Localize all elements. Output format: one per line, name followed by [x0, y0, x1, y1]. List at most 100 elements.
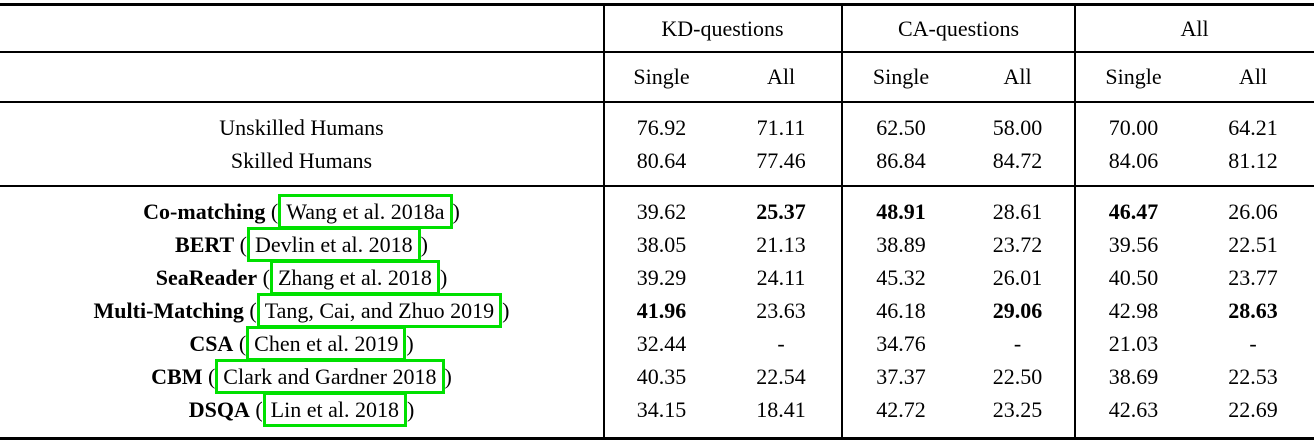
sub-header-kd-single: Single: [633, 64, 690, 89]
column-group-header-ca: CA-questions: [898, 15, 1019, 41]
score-cell: 40.35: [636, 363, 687, 389]
score-cell: -: [1249, 330, 1257, 356]
vertical-separator-ca: [841, 6, 843, 437]
score-cell: 48.91: [876, 198, 926, 224]
score-cell: -: [777, 330, 785, 356]
model-row-label: DSQA (Lin et al. 2018): [0, 391, 603, 427]
model-name: Multi-Matching: [93, 297, 244, 323]
open-paren: (: [233, 330, 247, 356]
close-paren: ): [406, 396, 415, 422]
close-paren: ): [444, 363, 452, 389]
score-cell: 34.15: [636, 396, 687, 422]
model-name: SeaReader: [155, 264, 258, 290]
score-cell: 76.92: [636, 114, 687, 140]
model-name: DSQA: [188, 396, 250, 422]
citation-link[interactable]: Tang, Cai, and Zhuo 2019: [256, 292, 503, 328]
model-row-label: CBM (Clark and Gardner 2018): [0, 358, 603, 394]
citation-link[interactable]: Lin et al. 2018: [262, 391, 407, 427]
score-cell: 32.44: [636, 330, 687, 356]
close-paren: ): [406, 330, 414, 356]
top-rule: [0, 3, 1314, 6]
close-paren: ): [502, 297, 510, 323]
open-paren: (: [202, 363, 216, 389]
score-cell: 40.50: [1108, 264, 1159, 290]
citation-link[interactable]: Chen et al. 2019: [246, 325, 407, 361]
model-row-label: SeaReader (Zhang et al. 2018): [0, 259, 603, 295]
citation-link[interactable]: Wang et al. 2018a: [278, 193, 453, 229]
score-cell: 38.89: [876, 231, 926, 257]
vertical-separator-kd: [603, 6, 605, 437]
score-cell: 37.37: [876, 363, 926, 389]
score-cell: 84.06: [1108, 147, 1159, 173]
corner-spacer: [0, 6, 603, 51]
group-header-rule: [0, 51, 1314, 53]
citation-link[interactable]: Devlin et al. 2018: [247, 226, 421, 262]
sub-header-ca-single: Single: [872, 64, 930, 89]
score-cell: 34.76: [876, 330, 926, 356]
humans-section: Unskilled Humans 76.92 71.11 62.50 58.00…: [0, 103, 1314, 193]
sub-header-ca-all: All: [1003, 64, 1032, 89]
close-paren: ): [439, 264, 448, 290]
score-cell: 86.84: [876, 147, 926, 173]
score-cell: -: [1013, 330, 1022, 356]
sub-header-all-all: All: [1238, 64, 1268, 89]
model-row-label: CSA (Chen et al. 2019): [0, 325, 603, 361]
model-row-label: Co-matching (Wang et al. 2018a): [0, 193, 603, 229]
score-cell: 81.12: [1228, 147, 1278, 173]
score-cell: 22.50: [992, 363, 1043, 389]
score-cell: 58.00: [992, 114, 1043, 140]
score-cell: 64.21: [1228, 114, 1278, 140]
score-cell: 26.01: [992, 264, 1043, 290]
subheader-rule: [0, 101, 1314, 103]
score-cell: 80.64: [636, 147, 687, 173]
score-cell: 38.69: [1108, 363, 1159, 389]
column-group-header-kd: KD-questions: [661, 15, 784, 41]
score-cell: 46.47: [1108, 198, 1159, 224]
score-cell: 77.46: [756, 147, 806, 173]
sub-header-kd-all: All: [766, 64, 796, 89]
models-section: Co-matching (Wang et al. 2018a) 39.62 25…: [0, 187, 1314, 445]
score-cell: 25.37: [756, 198, 806, 224]
score-cell: 18.41: [756, 396, 806, 422]
score-cell: 84.72: [992, 147, 1043, 173]
score-cell: 39.29: [636, 264, 687, 290]
score-cell: 71.11: [756, 114, 806, 140]
close-paren: ): [452, 198, 460, 224]
open-paren: (: [265, 198, 279, 224]
subheader-row: Single All Single All Single All: [0, 53, 1314, 101]
model-name: Co-matching: [143, 198, 266, 224]
model-name: BERT: [175, 231, 235, 257]
score-cell: 22.69: [1228, 396, 1278, 422]
open-paren: (: [243, 297, 257, 323]
score-cell: 28.63: [1228, 297, 1278, 323]
open-paren: (: [249, 396, 263, 422]
score-cell: 29.06: [992, 297, 1043, 323]
score-cell: 23.25: [992, 396, 1043, 422]
row-label-unskilled-humans: Unskilled Humans: [219, 114, 384, 140]
score-cell: 23.63: [756, 297, 806, 323]
humans-section-rule: [0, 185, 1314, 187]
score-cell: 26.06: [1228, 198, 1278, 224]
score-cell: 22.54: [756, 363, 806, 389]
model-row-label: BERT (Devlin et al. 2018): [0, 226, 603, 262]
score-cell: 22.51: [1228, 231, 1278, 257]
score-cell: 23.77: [1228, 264, 1278, 290]
score-cell: 42.63: [1108, 396, 1159, 422]
score-cell: 21.13: [756, 231, 806, 257]
score-cell: 45.32: [876, 264, 926, 290]
citation-link[interactable]: Zhang et al. 2018: [269, 259, 440, 295]
score-cell: 24.11: [756, 264, 806, 290]
score-cell: 23.72: [992, 231, 1043, 257]
corner-spacer: [0, 53, 603, 101]
model-name: CSA: [189, 330, 234, 356]
vertical-separator-all: [1074, 6, 1076, 437]
score-cell: 39.62: [636, 198, 687, 224]
citation-link[interactable]: Clark and Gardner 2018: [215, 358, 445, 394]
model-name: CBM: [151, 363, 203, 389]
model-row-label: Multi-Matching (Tang, Cai, and Zhuo 2019…: [0, 292, 603, 328]
score-cell: 28.61: [992, 198, 1043, 224]
score-cell: 38.05: [636, 231, 687, 257]
open-paren: (: [257, 264, 270, 290]
score-cell: 42.98: [1108, 297, 1159, 323]
